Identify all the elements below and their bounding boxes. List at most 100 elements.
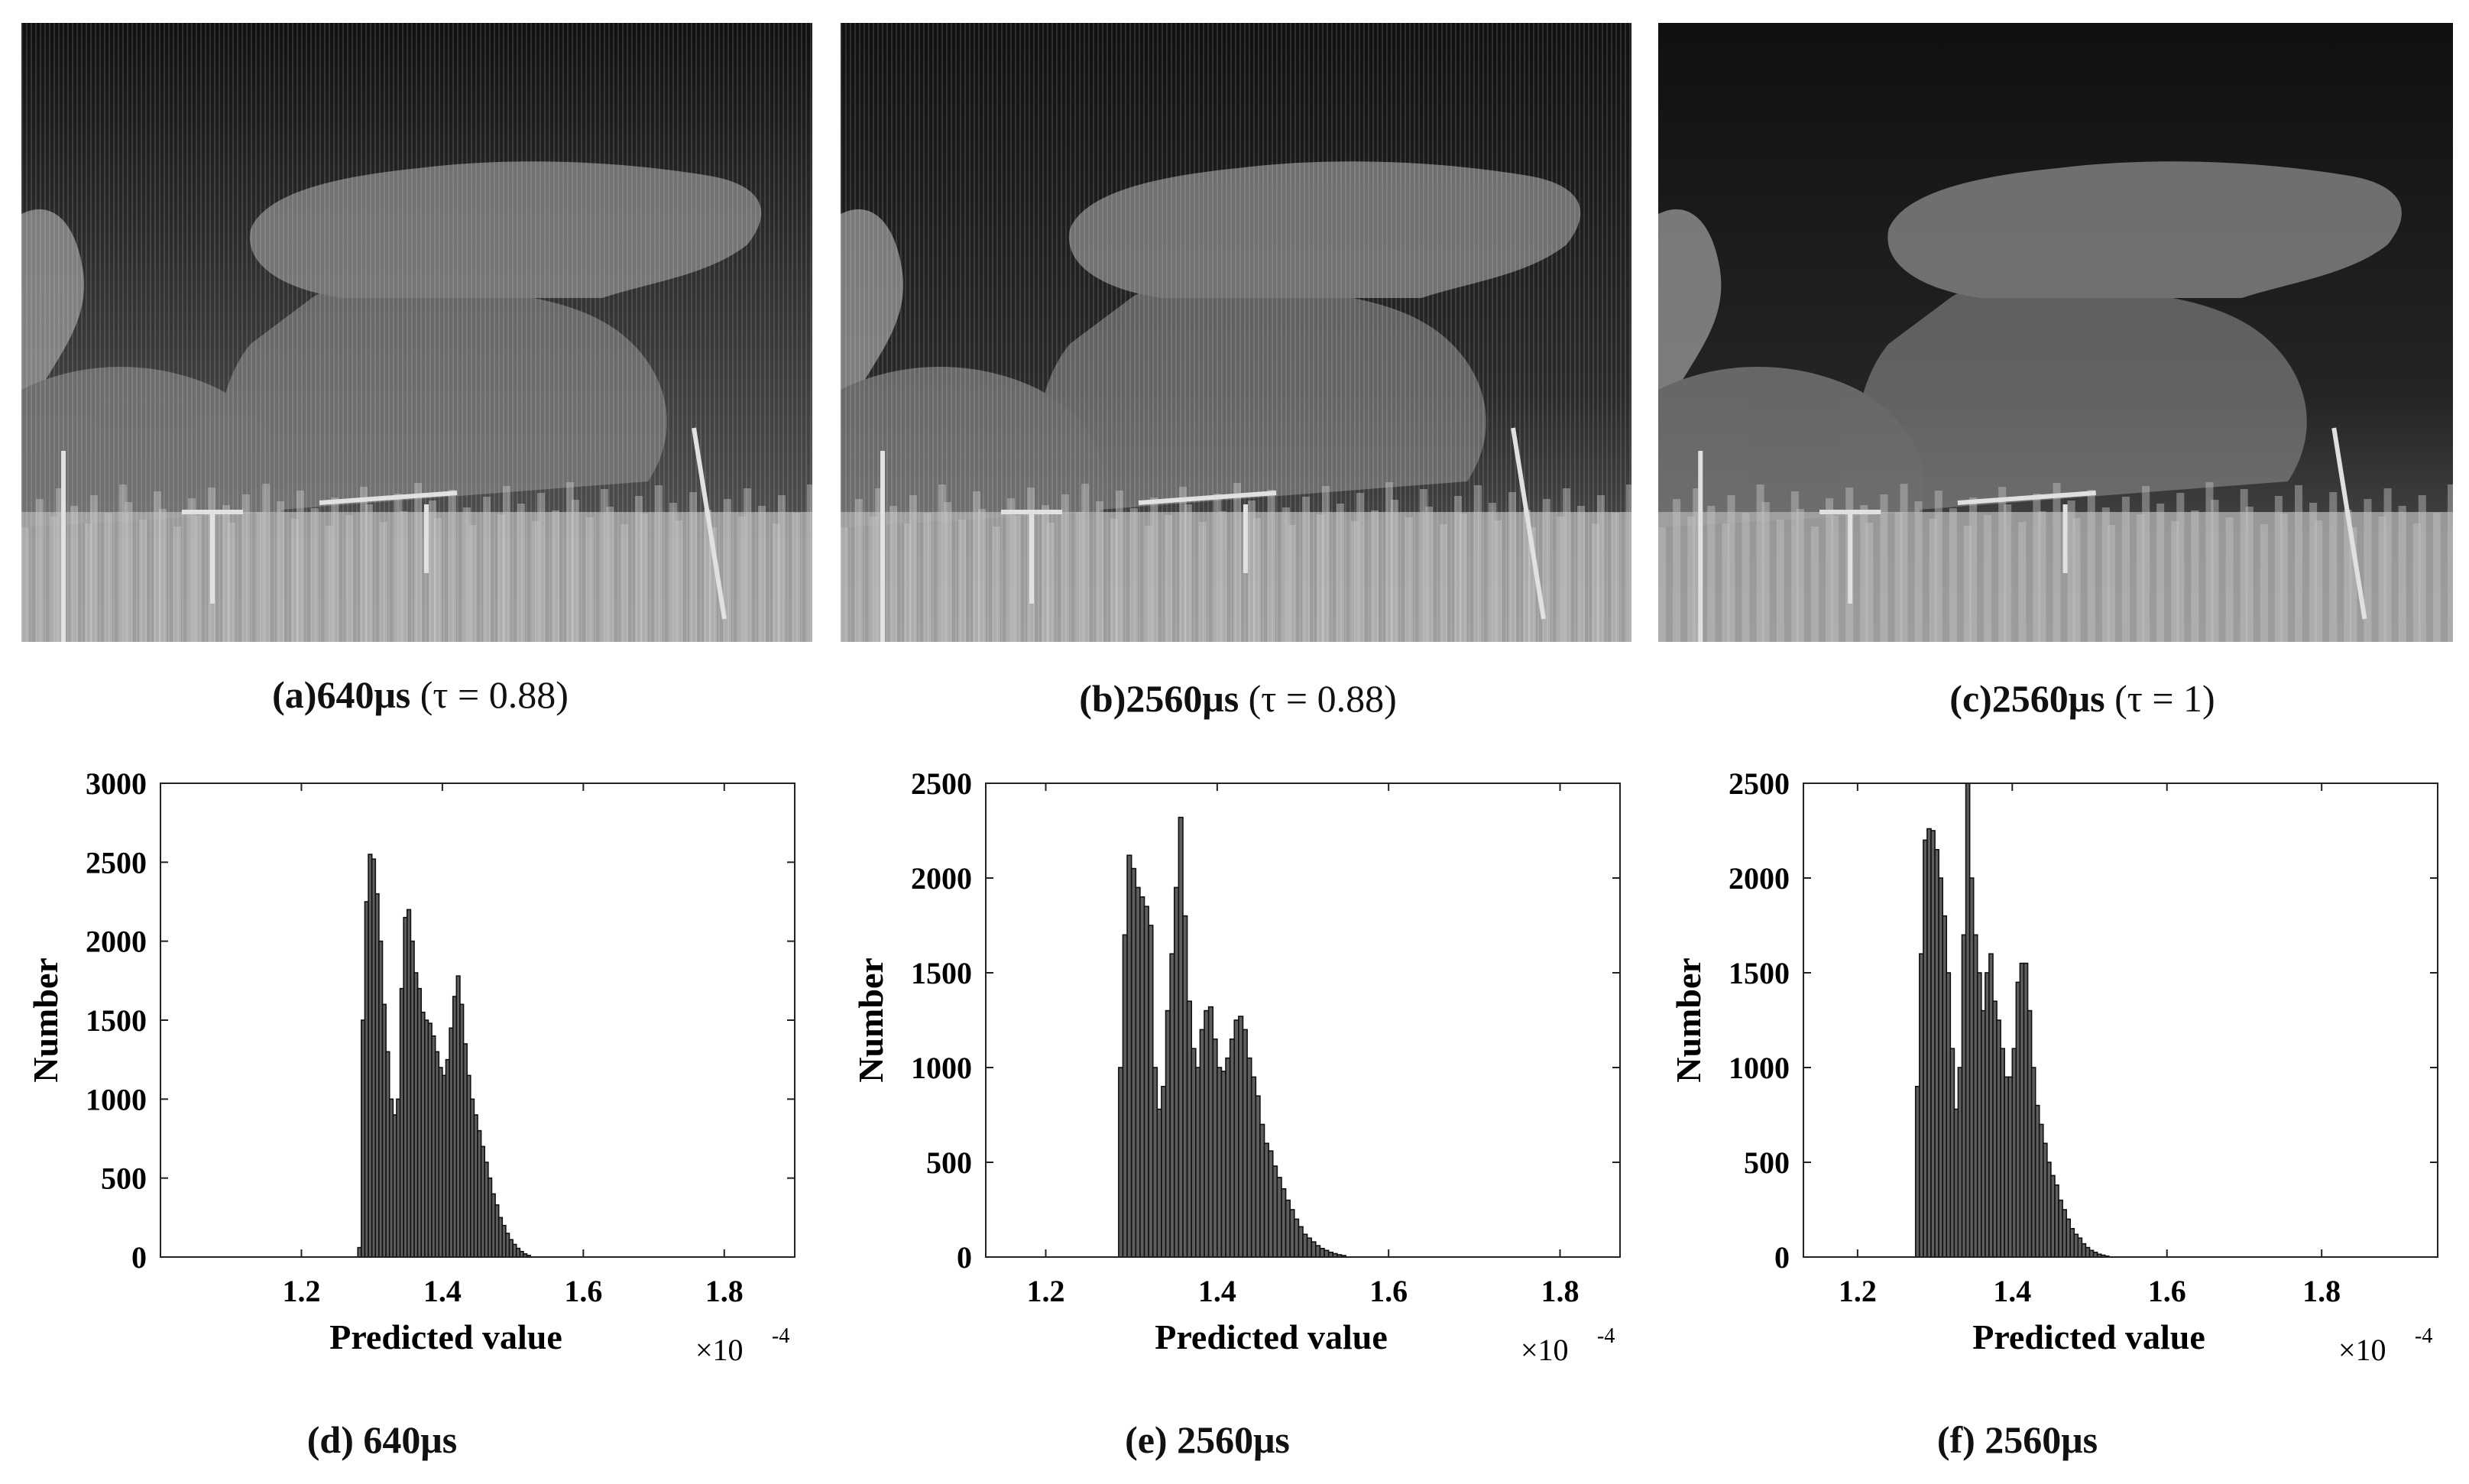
histogram-bar <box>1178 816 1184 1258</box>
histogram-bar <box>1285 1199 1291 1258</box>
histogram-bar <box>1268 1150 1274 1258</box>
y-tick-label: 2500 <box>1729 766 1790 801</box>
histogram-bar <box>1135 886 1141 1258</box>
x-tick-label: 1.6 <box>1369 1274 1408 1308</box>
histogram-bar <box>1229 1038 1236 1258</box>
x-tick-label: 1.4 <box>1993 1274 2031 1308</box>
histogram-bar <box>1276 1177 1282 1258</box>
histogram-bar <box>1169 953 1175 1258</box>
scene-c-svg <box>1658 23 2453 642</box>
histogram-bar <box>1191 1048 1197 1258</box>
y-tick-label: 0 <box>131 1240 147 1275</box>
histogram-bar <box>1152 1067 1158 1258</box>
plot-frame <box>1803 783 2438 1258</box>
y-tick-label: 1500 <box>911 956 972 990</box>
y-tick-label: 1500 <box>86 1003 147 1038</box>
x-tick-label: 1.2 <box>1839 1274 1877 1308</box>
histogram-bar <box>1259 1123 1265 1258</box>
histogram-bar <box>1194 1067 1201 1258</box>
x-tick-label: 1.4 <box>1198 1274 1236 1308</box>
histogram-bar <box>1130 867 1137 1258</box>
histogram-bar <box>1306 1237 1313 1258</box>
y-tick-label: 1000 <box>86 1082 147 1116</box>
histogram-bar <box>1263 1142 1269 1258</box>
storm-cloud <box>21 161 762 527</box>
x-tick-label: 1.2 <box>282 1274 320 1308</box>
scene-b-svg <box>841 23 1631 642</box>
histogram-e: 0 500 1000 1500 2000 2500 1.2 1.4 1.6 1.8 Predicte… <box>825 753 1643 1379</box>
y-tick-label: 2500 <box>86 845 147 880</box>
histogram-e-svg: 0 500 1000 1500 2000 2500 1.2 1.4 1.6 1.8 Predicte… <box>851 766 1621 1367</box>
x-axis-label: Predicted value <box>329 1317 562 1356</box>
histogram-bar <box>1238 1016 1244 1258</box>
y-axis-label: Number <box>26 957 65 1083</box>
x-tick-label: 1.4 <box>423 1274 462 1308</box>
x-axis-exponent: -4 <box>772 1324 789 1348</box>
histogram-bar <box>1324 1249 1330 1258</box>
histogram-bar <box>1207 1006 1214 1258</box>
histogram-bar <box>1220 1071 1226 1258</box>
y-tick-label: 2000 <box>911 861 972 896</box>
x-ticks: 1.2 1.4 1.6 1.8 <box>1839 783 2341 1308</box>
utility-poles <box>880 427 1546 642</box>
storm-cloud <box>1658 161 2402 527</box>
histogram-bar <box>1212 1038 1218 1258</box>
histogram-bar <box>1122 934 1128 1258</box>
x-ticks: 1.2 1.4 1.6 1.8 <box>1027 783 1579 1308</box>
plot-frame <box>985 783 1621 1258</box>
y-tick-label: 1000 <box>911 1051 972 1085</box>
histogram-bar <box>1255 1095 1261 1258</box>
histogram-bar <box>1319 1248 1325 1258</box>
y-ticks: 0 500 1000 1500 2000 2500 <box>911 766 1620 1275</box>
x-ticks: 1.2 1.4 1.6 1.8 <box>282 783 744 1308</box>
x-axis-label: Predicted value <box>1972 1317 2205 1356</box>
utility-poles <box>1698 427 2367 642</box>
caption-b: (b)2560μs (τ = 0.88) <box>970 676 1505 721</box>
treeline <box>1658 482 2453 642</box>
infrared-image-c <box>1658 23 2453 642</box>
histogram-bar <box>1182 915 1188 1258</box>
x-tick-label: 1.2 <box>1027 1274 1065 1308</box>
y-tick-label: 500 <box>926 1145 972 1180</box>
treeline <box>21 482 812 642</box>
x-axis-exponent: -4 <box>1597 1324 1615 1348</box>
histogram-bar <box>1315 1245 1321 1258</box>
x-axis-label: Predicted value <box>1155 1317 1387 1356</box>
caption-c: (c)2560μs (τ = 1) <box>1834 676 2331 721</box>
histogram-bar <box>1217 1067 1223 1258</box>
histogram-bar <box>1199 1029 1205 1258</box>
caption-d: (d) 640μs <box>306 1418 458 1461</box>
infrared-image-b <box>841 23 1631 642</box>
y-tick-label: 500 <box>101 1162 147 1196</box>
histogram-bar <box>1272 1165 1278 1258</box>
y-tick-label: 2000 <box>1729 861 1790 896</box>
histogram-bar <box>1126 854 1132 1258</box>
caption-e: (e) 2560μs <box>1125 1418 1290 1461</box>
x-tick-label: 1.8 <box>1541 1274 1579 1308</box>
histogram-bar <box>1139 896 1145 1258</box>
histogram-bar <box>1173 886 1180 1258</box>
x-tick-label: 1.8 <box>705 1274 744 1308</box>
x-axis-multiplier: ×10 <box>1521 1333 1569 1367</box>
y-ticks: 0 500 1000 1500 2000 2500 <box>1729 766 2438 1275</box>
treeline <box>841 482 1631 642</box>
histogram-bars <box>1118 816 1346 1258</box>
caption-c-label: (c)2560μs <box>1949 677 2105 720</box>
histogram-bar <box>1293 1218 1300 1258</box>
histogram-bar <box>1156 1108 1162 1258</box>
histogram-bar <box>1148 925 1154 1258</box>
x-tick-label: 1.6 <box>564 1274 602 1308</box>
y-tick-label: 500 <box>1744 1145 1790 1180</box>
histogram-bar <box>1302 1233 1308 1258</box>
histogram-f-svg: 0 500 1000 1500 2000 2500 1.2 1.4 1.6 1.8 Predicte… <box>1669 766 2438 1367</box>
histogram-bar <box>1250 1076 1257 1258</box>
x-axis-exponent: -4 <box>2415 1324 2432 1348</box>
histogram-bar <box>1143 906 1149 1258</box>
y-tick-label: 2500 <box>911 766 972 801</box>
histogram-d-svg: 0 500 1000 1500 2000 2500 3000 1.2 1.4 1.6 1.8 Pred… <box>26 766 795 1367</box>
y-axis-label: Number <box>1669 957 1708 1083</box>
histogram-bar <box>1186 1000 1192 1258</box>
x-tick-label: 1.6 <box>2148 1274 2186 1308</box>
scene-a-svg <box>21 23 812 642</box>
histogram-bar <box>1289 1209 1295 1258</box>
